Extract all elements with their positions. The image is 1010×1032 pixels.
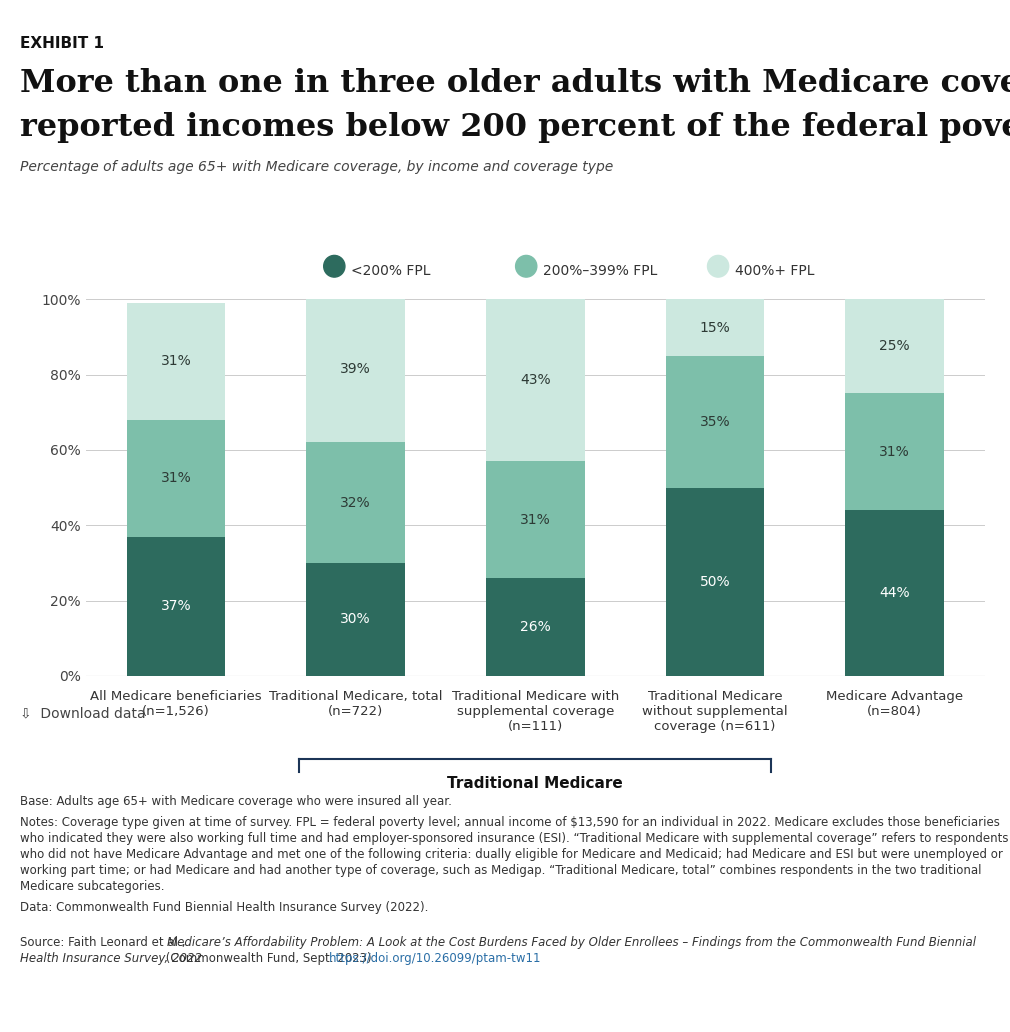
Text: 25%: 25% (879, 340, 910, 353)
Text: 43%: 43% (520, 374, 550, 387)
Text: 32%: 32% (340, 495, 371, 510)
Text: 200%–399% FPL: 200%–399% FPL (543, 264, 658, 279)
Text: 37%: 37% (161, 600, 192, 613)
Text: Base: Adults age 65+ with Medicare coverage who were insured all year.: Base: Adults age 65+ with Medicare cover… (20, 795, 452, 808)
Text: <200% FPL: <200% FPL (351, 264, 431, 279)
Text: More than one in three older adults with Medicare coverage: More than one in three older adults with… (20, 68, 1010, 99)
Text: 35%: 35% (700, 415, 730, 428)
Text: https://doi.org/10.26099/ptam-tw11: https://doi.org/10.26099/ptam-tw11 (329, 953, 541, 965)
Text: 31%: 31% (520, 513, 550, 526)
Bar (845, 393, 944, 510)
Bar (666, 356, 765, 488)
Bar (486, 461, 585, 578)
Text: reported incomes below 200 percent of the federal poverty level.: reported incomes below 200 percent of th… (20, 112, 1010, 143)
Text: Traditional Medicare: Traditional Medicare (447, 776, 623, 792)
Text: who did not have Medicare Advantage and met one of the following criteria: duall: who did not have Medicare Advantage and … (20, 848, 1003, 862)
Text: 30%: 30% (340, 612, 371, 626)
Text: who indicated they were also working full time and had employer-sponsored insura: who indicated they were also working ful… (20, 832, 1009, 845)
Text: ⇩  Download data: ⇩ Download data (20, 707, 145, 721)
Text: Medicare subcategories.: Medicare subcategories. (20, 880, 165, 894)
Text: 31%: 31% (161, 472, 192, 485)
Text: Notes: Coverage type given at time of survey. FPL = federal poverty level; annua: Notes: Coverage type given at time of su… (20, 816, 1000, 830)
Bar (126, 303, 225, 420)
Text: Data: Commonwealth Fund Biennial Health Insurance Survey (2022).: Data: Commonwealth Fund Biennial Health … (20, 901, 428, 914)
Text: 15%: 15% (700, 321, 730, 334)
Text: 50%: 50% (700, 575, 730, 589)
Bar (486, 578, 585, 676)
Bar (126, 420, 225, 537)
Bar (306, 563, 405, 676)
Bar (306, 295, 405, 443)
Bar (666, 488, 765, 676)
Bar (306, 443, 405, 563)
Bar (666, 299, 765, 356)
Text: Source: Faith Leonard et al.,: Source: Faith Leonard et al., (20, 936, 190, 949)
Text: EXHIBIT 1: EXHIBIT 1 (20, 36, 104, 52)
Text: working part time; or had Medicare and had another type of coverage, such as Med: working part time; or had Medicare and h… (20, 864, 982, 877)
Text: Percentage of adults age 65+ with Medicare coverage, by income and coverage type: Percentage of adults age 65+ with Medica… (20, 160, 613, 174)
Text: 400%+ FPL: 400%+ FPL (735, 264, 815, 279)
Bar (486, 299, 585, 461)
Text: 39%: 39% (340, 362, 371, 376)
Bar (126, 537, 225, 676)
Text: (Commonwealth Fund, Sept. 2023).: (Commonwealth Fund, Sept. 2023). (163, 953, 380, 965)
Text: 31%: 31% (161, 354, 192, 368)
Text: 26%: 26% (520, 620, 550, 634)
Text: Health Insurance Survey, 2022: Health Insurance Survey, 2022 (20, 953, 202, 965)
Text: Medicare’s Affordability Problem: A Look at the Cost Burdens Faced by Older Enro: Medicare’s Affordability Problem: A Look… (168, 936, 976, 949)
Text: 44%: 44% (879, 586, 910, 600)
Bar (845, 299, 944, 393)
Bar (845, 510, 944, 676)
Text: 31%: 31% (879, 445, 910, 459)
